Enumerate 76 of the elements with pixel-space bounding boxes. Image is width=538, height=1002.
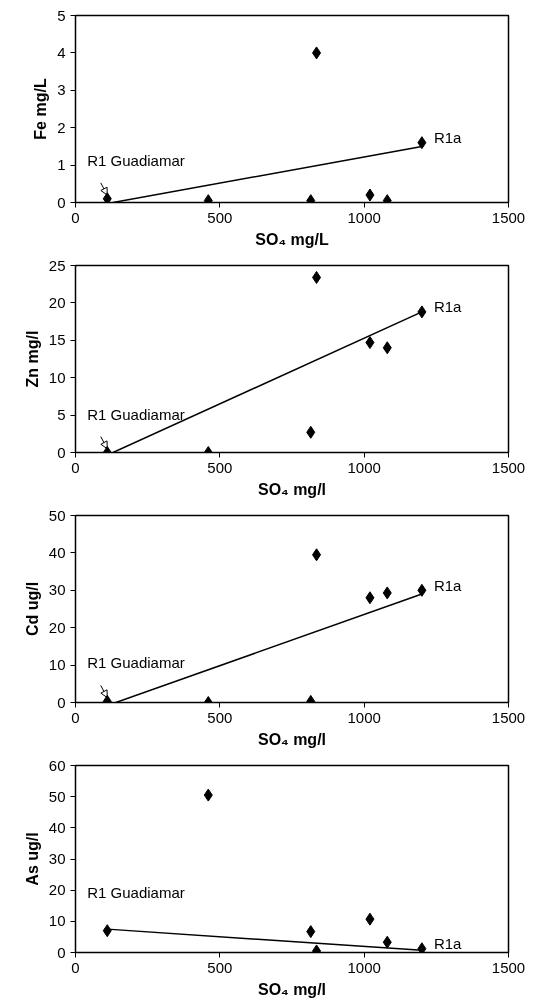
y-tick-label: 20 <box>48 881 66 899</box>
point <box>365 188 375 202</box>
point <box>365 912 375 926</box>
y-tick-label: 50 <box>48 506 66 524</box>
x-tick-label: 1000 <box>347 458 381 476</box>
y-tick-label: 0 <box>57 193 66 211</box>
annotation: R1a <box>433 935 463 953</box>
x-axis-title: SO₄ mg/L <box>255 230 329 248</box>
x-tick-label: 0 <box>71 208 80 226</box>
x-tick-label: 1000 <box>347 708 381 726</box>
annotation: R1 Guadiamar <box>87 883 185 901</box>
y-axis-title: Fe mg/L <box>32 78 50 140</box>
point <box>203 788 213 802</box>
x-axis-title: SO₄ mg/l <box>257 730 327 748</box>
point <box>102 192 112 203</box>
y-tick-label: 0 <box>57 693 66 711</box>
x-tick-label: 1500 <box>491 458 526 476</box>
y-tick-label: 20 <box>48 618 66 636</box>
annotation: R1a <box>433 129 463 147</box>
y-tick-label: 30 <box>48 581 66 599</box>
y-tick-label: 20 <box>48 293 66 311</box>
y-tick-label: 15 <box>48 331 66 349</box>
y-tick-label: 40 <box>48 543 66 561</box>
y-tick-label: 3 <box>57 81 66 99</box>
point <box>312 548 322 562</box>
x-tick-label: 1500 <box>491 708 526 726</box>
point <box>417 583 427 597</box>
annotation: R1 Guadiamar <box>87 151 185 169</box>
point <box>365 336 375 350</box>
point <box>382 586 392 600</box>
point <box>382 341 392 355</box>
y-axis-title: Zn mg/l <box>23 330 41 388</box>
y-tick-label: 2 <box>57 118 66 136</box>
y-tick-label: 1 <box>57 156 66 174</box>
x-axis-title: SO₄ mg/l <box>257 480 327 498</box>
point <box>382 935 392 949</box>
point <box>306 425 316 439</box>
point <box>417 136 427 150</box>
point <box>417 305 427 319</box>
x-tick-label: 0 <box>71 708 80 726</box>
x-tick-label: 500 <box>207 208 233 226</box>
y-tick-label: 5 <box>57 406 66 424</box>
x-tick-label: 500 <box>207 458 233 476</box>
annotation: R1a <box>433 298 463 316</box>
y-tick-label: 4 <box>57 43 66 61</box>
x-tick-label: 1500 <box>491 958 526 976</box>
y-tick-label: 5 <box>57 6 66 24</box>
x-tick-label: 500 <box>207 708 233 726</box>
point <box>102 924 112 938</box>
y-tick-label: 25 <box>48 256 66 274</box>
x-tick-label: 500 <box>207 958 233 976</box>
x-tick-label: 0 <box>71 958 80 976</box>
y-tick-label: 10 <box>48 656 66 674</box>
x-tick-label: 1000 <box>347 958 381 976</box>
point <box>312 46 322 60</box>
y-tick-label: 0 <box>57 943 66 961</box>
x-axis-title: SO₄ mg/l <box>257 980 327 998</box>
y-tick-label: 60 <box>48 756 66 774</box>
y-axis-title: As ug/l <box>23 832 41 886</box>
x-tick-label: 1000 <box>347 208 381 226</box>
y-axis-title: Cd ug/l <box>23 581 41 637</box>
y-tick-label: 30 <box>48 850 66 867</box>
point <box>306 925 316 939</box>
point <box>417 942 427 953</box>
y-tick-label: 40 <box>48 818 66 836</box>
annotation: R1 Guadiamar <box>87 405 185 423</box>
annotation: R1 Guadiamar <box>87 654 185 672</box>
x-tick-label: 1500 <box>491 208 526 226</box>
annotation: R1a <box>433 576 463 594</box>
point <box>365 591 375 605</box>
y-tick-label: 50 <box>48 787 66 805</box>
y-tick-label: 10 <box>48 368 66 386</box>
y-tick-label: 0 <box>57 443 66 461</box>
point <box>312 270 322 284</box>
x-tick-label: 0 <box>71 458 80 476</box>
y-tick-label: 10 <box>48 912 66 930</box>
